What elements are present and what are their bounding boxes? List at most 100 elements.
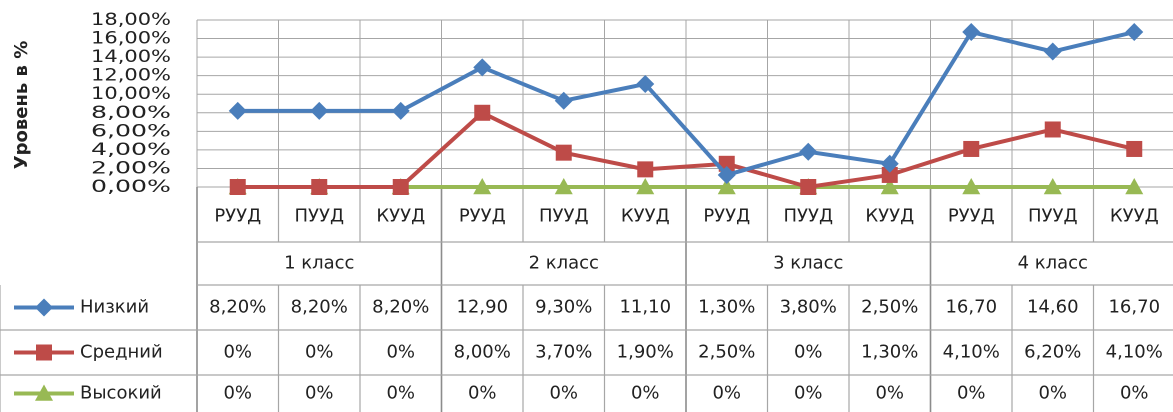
table-value: 0%	[875, 383, 904, 404]
marker	[473, 178, 492, 195]
table-value: 9,30%	[535, 297, 592, 318]
y-tick-label: 2,00%	[91, 158, 171, 178]
x-tick-label: КУУД	[621, 206, 670, 227]
y-tick-label: 0,00%	[91, 177, 171, 197]
table-value: 8,20%	[372, 297, 429, 318]
table-value: 2,50%	[698, 342, 755, 363]
table-value: 0%	[1038, 383, 1067, 404]
y-axis-label: Уровень в %	[11, 41, 32, 170]
x-tick-label: КУУД	[1110, 206, 1159, 227]
table-value: 1,90%	[617, 342, 674, 363]
marker	[881, 166, 898, 183]
x-tick-label: ПУУД	[294, 206, 344, 227]
marker	[963, 140, 980, 157]
legend-label: Низкий	[80, 297, 149, 318]
marker	[1043, 178, 1062, 195]
table-value: 8,20%	[291, 297, 348, 318]
line	[237, 29, 1135, 178]
y-tick-label: 4,00%	[91, 140, 171, 160]
marker	[636, 75, 655, 94]
marker	[391, 101, 410, 120]
table-value: 8,00%	[454, 342, 511, 363]
marker	[880, 154, 899, 173]
marker	[392, 179, 409, 195]
group-label: 2 класс	[529, 253, 599, 274]
y-tick-label: 10,00%	[91, 84, 171, 104]
table-value: 0%	[957, 383, 986, 404]
y-tick-label: 8,00%	[91, 103, 171, 123]
group-label: 4 класс	[1018, 253, 1088, 274]
marker	[474, 104, 491, 121]
x-tick-label: ПУУД	[783, 206, 833, 227]
table-value: 3,80%	[780, 297, 837, 318]
table-value: 2,50%	[861, 297, 918, 318]
table-value: 11,10	[619, 297, 671, 318]
marker	[35, 384, 53, 401]
table-value: 0%	[305, 383, 334, 404]
y-tick-label: 16,00%	[91, 29, 171, 49]
x-tick-label: РУУД	[459, 206, 506, 227]
table-value: 0%	[386, 383, 415, 404]
table-value: 0%	[712, 383, 741, 404]
table-value: 14,60	[1027, 297, 1079, 318]
table-value: 0%	[386, 342, 415, 363]
table-value: 6,20%	[1024, 342, 1081, 363]
table-value: 0%	[794, 342, 823, 363]
table-value: 4,10%	[943, 342, 1000, 363]
group-label: 3 класс	[773, 253, 843, 274]
legend-label: Высокий	[80, 383, 162, 404]
table-value: 0%	[305, 342, 334, 363]
table-value: 4,10%	[1106, 342, 1163, 363]
marker	[310, 101, 329, 120]
marker	[1125, 178, 1144, 195]
marker	[554, 91, 573, 110]
x-tick-label: КУУД	[376, 206, 425, 227]
marker	[636, 178, 655, 195]
table-value: 0%	[223, 342, 252, 363]
marker	[229, 179, 246, 195]
marker	[637, 161, 654, 178]
group-label: 1 класс	[284, 253, 354, 274]
table-value: 0%	[223, 383, 252, 404]
line	[237, 110, 1135, 190]
marker	[962, 178, 981, 195]
marker	[880, 178, 899, 195]
x-tick-label: ПУУД	[539, 206, 589, 227]
y-tick-label: 18,00%	[91, 10, 171, 30]
marker	[717, 165, 736, 184]
marker	[555, 144, 572, 161]
marker	[962, 23, 981, 42]
marker	[36, 344, 52, 361]
table-value: 0%	[631, 383, 660, 404]
y-tick-label: 12,00%	[91, 66, 171, 86]
table-value: 16,70	[1108, 297, 1160, 318]
marker	[717, 178, 736, 195]
marker	[1126, 140, 1143, 157]
table-value: 8,20%	[209, 297, 266, 318]
table-value: 0%	[794, 383, 823, 404]
x-tick-label: РУУД	[703, 206, 750, 227]
marker	[473, 58, 492, 77]
table-value: 1,30%	[861, 342, 918, 363]
marker	[311, 179, 328, 195]
marker	[799, 142, 818, 161]
table-value: 0%	[468, 383, 497, 404]
marker	[800, 179, 817, 195]
x-tick-label: ПУУД	[1028, 206, 1078, 227]
marker	[554, 178, 573, 195]
legend-label: Средний	[80, 342, 163, 363]
table-value: 0%	[549, 383, 578, 404]
marker	[228, 101, 247, 120]
marker	[1125, 23, 1144, 42]
table-value: 16,70	[945, 297, 997, 318]
marker	[1043, 42, 1062, 61]
x-tick-label: РУУД	[214, 206, 261, 227]
marker	[35, 298, 53, 317]
y-tick-label: 14,00%	[91, 47, 171, 67]
y-tick-label: 6,00%	[91, 121, 171, 141]
x-tick-label: КУУД	[865, 206, 914, 227]
table-value: 12,90	[456, 297, 508, 318]
marker	[1044, 121, 1061, 138]
x-tick-label: РУУД	[948, 206, 995, 227]
